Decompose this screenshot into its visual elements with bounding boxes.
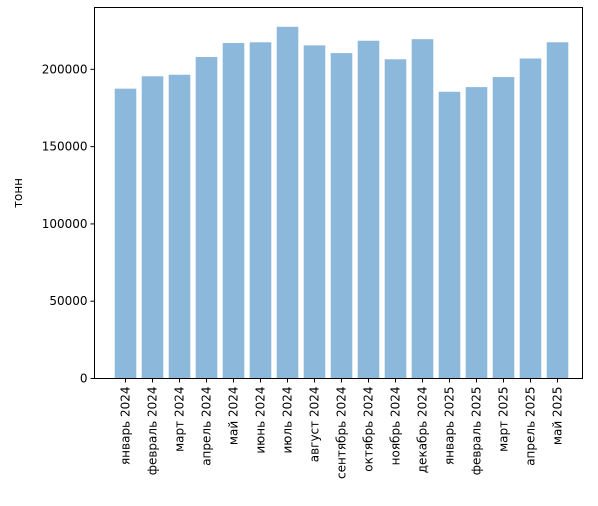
- bar: [276, 26, 299, 379]
- bar: [222, 43, 245, 379]
- y-axis: 0 50000 100000 150000 200000: [42, 62, 95, 386]
- bar: [384, 59, 407, 379]
- bar: [141, 76, 164, 379]
- x-tick-label: октябрь 2024: [362, 387, 376, 472]
- x-tick-label: июнь 2024: [254, 387, 268, 454]
- x-tick-label: январь 2025: [443, 387, 457, 466]
- y-tick-label: 0: [80, 372, 88, 386]
- x-tick-label: март 2024: [173, 387, 187, 452]
- bar: [411, 39, 434, 379]
- bar: [519, 58, 542, 379]
- x-tick-label: август 2024: [308, 387, 322, 463]
- bar: [438, 91, 461, 379]
- x-tick-label: декабрь 2024: [416, 387, 430, 474]
- x-tick-label: апрель 2025: [524, 387, 538, 466]
- y-tick-label: 150000: [42, 140, 88, 154]
- y-tick-label: 50000: [49, 294, 87, 308]
- x-tick-label: май 2024: [227, 387, 241, 446]
- y-tick-label: 100000: [42, 217, 88, 231]
- bar: [303, 45, 326, 379]
- bar: [546, 42, 569, 379]
- y-tick-label: 200000: [42, 62, 88, 76]
- x-tick-label: апрель 2024: [200, 387, 214, 466]
- bar: [330, 53, 353, 379]
- y-axis-label: тонн: [11, 178, 25, 208]
- x-tick-label: февраль 2024: [146, 387, 160, 476]
- x-tick-label: июль 2024: [281, 387, 295, 454]
- bar: [195, 56, 218, 379]
- bar: [249, 42, 272, 379]
- bar: [168, 74, 191, 379]
- x-tick-label: ноябрь 2024: [389, 387, 403, 466]
- bar: [114, 88, 137, 379]
- x-tick-label: январь 2024: [119, 387, 133, 466]
- bar: [465, 87, 488, 379]
- bar: [492, 77, 515, 379]
- x-tick-label: сентябрь 2024: [335, 387, 349, 479]
- x-tick-label: февраль 2025: [470, 387, 484, 476]
- bar: [357, 40, 380, 379]
- plot-frame: [94, 7, 583, 379]
- x-tick-label: май 2025: [551, 387, 565, 446]
- x-tick-label: март 2025: [497, 387, 511, 452]
- bars-group: [114, 26, 569, 379]
- x-axis: январь 2024 февраль 2024 март 2024 апрель 2…: [119, 378, 565, 479]
